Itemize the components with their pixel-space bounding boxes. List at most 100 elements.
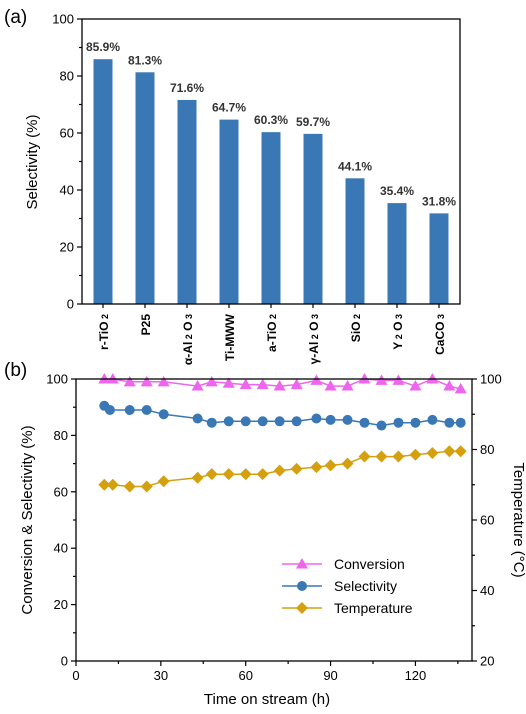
panel-a-category-label: r-TiO 2 <box>97 314 111 350</box>
panel-b-temperature-point <box>106 478 119 491</box>
panel-b-conversion-point <box>157 375 170 387</box>
panel-a: (a) Selectivity (%) 0 20 40 60 80 100 85.9% 81… <box>4 7 461 365</box>
panel-b-x-tick-label: 60 <box>238 668 252 683</box>
panel-a-plot-frame <box>81 18 461 305</box>
panel-a-y-tick-label: 100 <box>52 12 74 27</box>
legend-selectivity-label: Selectivity <box>334 578 397 594</box>
panel-b-selectivity-point <box>427 414 438 425</box>
panel-b-plot-frame <box>75 378 473 662</box>
panel-a-data-label: 85.9% <box>86 40 120 54</box>
panel-b-right-y-tick-label: 60 <box>480 513 494 528</box>
panel-b-x-tick-label: 30 <box>154 668 168 683</box>
panel-b-selectivity-point <box>393 417 404 428</box>
panel-b-conversion-point <box>191 380 204 391</box>
panel-b-temperature-point <box>409 448 422 461</box>
panel-a-bar <box>93 59 113 305</box>
panel-b-right-y-tick-label: 20 <box>480 654 494 669</box>
panel-b-selectivity-line <box>103 405 461 427</box>
panel-b-conversion-line <box>104 378 461 390</box>
panel-b-selectivity-point <box>158 409 169 420</box>
panel-a-data-label: 44.1% <box>338 159 372 173</box>
panel-b-conversion-point <box>256 378 269 390</box>
panel-a-category-label: γ-Al 2 O 3 <box>307 314 321 364</box>
legend-temperature-label: Temperature <box>334 600 413 616</box>
panel-b-temperature-line <box>104 450 461 488</box>
panel-b-right-y-axis-label: Temperature (°C) <box>510 462 526 577</box>
panel-a-bar <box>345 178 365 304</box>
panel-b-temperature-point <box>256 468 269 481</box>
panel-b-selectivity-point <box>444 417 455 428</box>
panel-a-data-label: 64.7% <box>212 101 246 115</box>
panel-a-bar <box>135 72 155 304</box>
panel-b-selectivity-point <box>240 416 251 427</box>
panel-b-left-y-tick-label: 0 <box>61 654 68 669</box>
panel-b-left-y-tick-label: 20 <box>54 597 68 612</box>
panel-b-selectivity-point <box>274 416 285 427</box>
panel-b-conversion-point <box>324 380 337 391</box>
panel-a-y-axis-label: Selectivity (%) <box>24 114 41 209</box>
panel-a-category-label: P25 <box>139 314 153 336</box>
panel-b-conversion-point <box>358 373 371 384</box>
panel-a-category-label: a-TiO 2 <box>265 314 279 352</box>
panel-a-label: (a) <box>4 7 27 28</box>
panel-b-selectivity-point <box>410 417 421 428</box>
panel-a-data-label: 60.3% <box>254 113 288 127</box>
panel-b-selectivity-point <box>342 414 353 425</box>
panel-b-x-tick-label: 90 <box>323 668 337 683</box>
panel-b-conversion-point <box>123 375 136 387</box>
panel-a-category-label: Ti-MWW <box>223 313 237 361</box>
panel-a-bar <box>387 203 407 304</box>
panel-b-temperature-point <box>273 464 286 477</box>
panel-a-bars <box>93 59 449 308</box>
panel-b-selectivity-point <box>325 414 336 425</box>
panel-a-category-labels: r-TiO 2 P25 α-Al 2 O 3 Ti-MWW a-TiO 2 γ-Al 2 … <box>97 313 447 365</box>
panel-b-conversion-point <box>375 374 388 385</box>
panel-b-selectivity-point <box>223 416 234 427</box>
panel-b-x-tick-label: 120 <box>405 668 427 683</box>
panel-a-y-tick-label: 0 <box>67 297 74 312</box>
panel-a-category-label: Y 2 O 3 <box>391 314 405 350</box>
panel-b-temperature-point <box>239 468 252 481</box>
panel-b-temperature-point <box>140 480 153 493</box>
panel-b-temperature-point <box>205 468 218 481</box>
panel-b-conversion-point <box>106 373 119 384</box>
panel-a-y-tick-label: 20 <box>60 240 74 255</box>
panel-b-temperature-point <box>443 445 456 458</box>
panel-b-temperature-point <box>290 462 303 475</box>
panel-a-y-tick-label: 80 <box>60 69 74 84</box>
panel-b-label: (b) <box>4 360 27 381</box>
panel-b-conversion-point <box>454 382 467 394</box>
panel-a-y-tick-label: 60 <box>60 126 74 141</box>
panel-b-conversion-point <box>222 377 235 388</box>
panel-b-temperature-point <box>123 480 136 493</box>
panel-b-legend: Conversion Selectivity Temperature <box>282 556 413 616</box>
panel-b-conversion-point <box>409 380 422 391</box>
panel-b-conversion-point <box>310 374 323 385</box>
panel-b-selectivity-point <box>257 416 268 427</box>
panel-b-right-y-tick-label: 40 <box>480 583 494 598</box>
panel-b-conversion-point <box>392 374 405 385</box>
panel-b-temperature-point <box>358 450 371 463</box>
panel-b-right-y-tick-label: 100 <box>480 372 502 387</box>
panel-b-temperature-point <box>191 471 204 484</box>
panel-a-data-label: 59.7% <box>296 115 330 129</box>
panel-b-selectivity-point <box>376 420 387 431</box>
panel-b-conversion-point <box>341 380 354 391</box>
panel-a-category-label: α-Al 2 O 3 <box>181 314 195 365</box>
legend-temperature-marker <box>296 602 308 614</box>
panel-a-bar <box>303 133 323 304</box>
panel-b-ticks: 0 20 40 60 80 100 20 40 60 80 100 0 30 60 90 120 <box>46 372 501 684</box>
panel-b-selectivity-point <box>206 417 217 428</box>
panel-b-temperature-point <box>222 468 235 481</box>
panel-a-data-label: 71.6% <box>170 81 204 95</box>
panel-a-data-label: 35.4% <box>380 184 414 198</box>
panel-b-selectivity-point <box>124 405 135 416</box>
panel-b-selectivity-point <box>455 417 466 428</box>
panel-b-selectivity-point <box>291 416 302 427</box>
panel-b-left-y-axis-label: Conversion & Selectivity (%) <box>19 425 36 614</box>
panel-b-selectivity-point <box>192 413 203 424</box>
panel-b-conversion-point <box>443 380 456 391</box>
panel-a-bar <box>177 99 197 304</box>
panel-b-temperature-point <box>454 445 467 458</box>
